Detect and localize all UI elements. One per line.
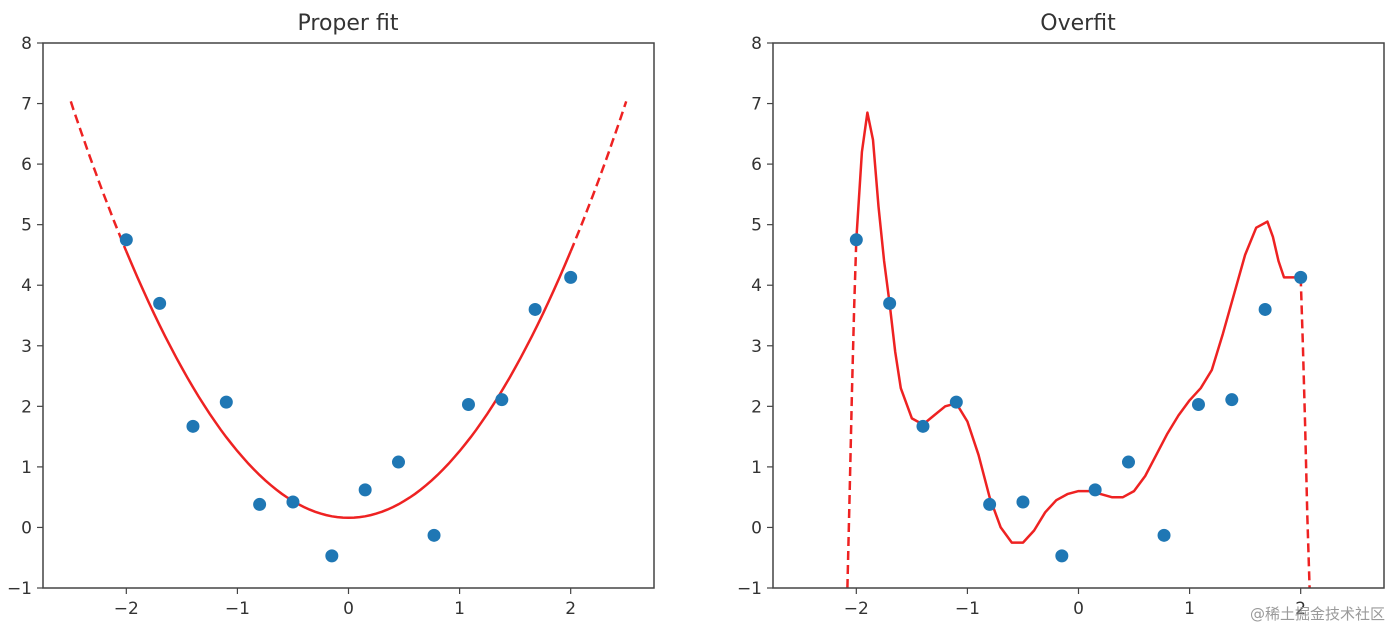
data-point [1294, 270, 1308, 284]
data-point [1121, 455, 1135, 469]
fit-curve-dashed-right [569, 101, 628, 252]
data-point [1157, 528, 1171, 542]
x-tick-label: 2 [565, 599, 576, 619]
data-point [564, 270, 578, 284]
data-point [949, 395, 963, 409]
fit-curve-solid [125, 250, 572, 520]
fit-curve-solid [855, 111, 1301, 544]
y-tick-label: 8 [751, 34, 762, 54]
data-point [916, 419, 930, 433]
y-tick-label: 4 [751, 276, 762, 296]
x-tick-label: 0 [343, 599, 354, 619]
axes-frame [42, 42, 655, 589]
data-point [983, 497, 997, 511]
x-tick-label: −1 [225, 599, 250, 619]
data-point [219, 395, 233, 409]
y-tick-label: 2 [21, 397, 32, 417]
y-tick-label: 4 [21, 276, 32, 296]
x-tick-label: −2 [114, 599, 139, 619]
x-tick-label: −1 [955, 599, 980, 619]
y-tick-label: −1 [7, 579, 32, 599]
y-tick-label: 1 [21, 458, 32, 478]
data-point [358, 483, 372, 497]
data-point [391, 455, 405, 469]
y-tick-label: 2 [751, 397, 762, 417]
y-tick-label: 3 [21, 337, 32, 357]
data-point [1016, 495, 1030, 509]
y-tick-label: 0 [21, 518, 32, 538]
y-tick-label: 3 [751, 337, 762, 357]
fit-curve-dashed-left [69, 101, 128, 252]
proper-fit-panel: Proper fit −2 −1 0 1 2 −1 0 1 2 3 4 5 6 7 8 [7, 11, 655, 619]
chart-title: Overfit [1040, 11, 1116, 36]
x-tick-label: 1 [1184, 599, 1195, 619]
data-point [849, 233, 863, 247]
overfit-panel: Overfit −2 −1 0 1 2 −1 0 1 2 3 4 5 6 7 8 [737, 11, 1385, 619]
data-point [1088, 483, 1102, 497]
data-point [495, 393, 509, 407]
data-point [1191, 398, 1205, 412]
fit-curve-dashed-left [846, 239, 858, 588]
plot-area [69, 101, 628, 563]
x-tick-label: 2 [1295, 599, 1306, 619]
x-tick-label: 0 [1073, 599, 1084, 619]
y-tick-label: 1 [751, 458, 762, 478]
data-point [325, 549, 339, 563]
y-tick-label: 0 [751, 518, 762, 538]
data-point [1258, 302, 1272, 316]
data-point [528, 302, 542, 316]
y-tick-label: 5 [21, 216, 32, 236]
data-point [1055, 549, 1069, 563]
y-tick-label: 8 [21, 34, 32, 54]
data-point [461, 398, 475, 412]
y-tick-label: 6 [21, 155, 32, 175]
chart-title: Proper fit [298, 11, 399, 36]
data-point [186, 419, 200, 433]
plot-area [846, 111, 1311, 588]
x-tick-label: −2 [844, 599, 869, 619]
data-point [427, 528, 441, 542]
data-point [119, 233, 133, 247]
data-point [153, 296, 167, 310]
data-point [1225, 393, 1239, 407]
y-tick-label: 7 [751, 95, 762, 115]
watermark: @稀土掘金技术社区 [1249, 605, 1385, 623]
y-tick-label: 5 [751, 216, 762, 236]
y-tick-label: 7 [21, 95, 32, 115]
y-tick-label: −1 [737, 579, 762, 599]
data-point [883, 296, 897, 310]
data-point [253, 497, 267, 511]
fit-curve-dashed-right [1299, 277, 1311, 588]
y-tick-label: 6 [751, 155, 762, 175]
x-tick-label: 1 [454, 599, 465, 619]
data-point [286, 495, 300, 509]
